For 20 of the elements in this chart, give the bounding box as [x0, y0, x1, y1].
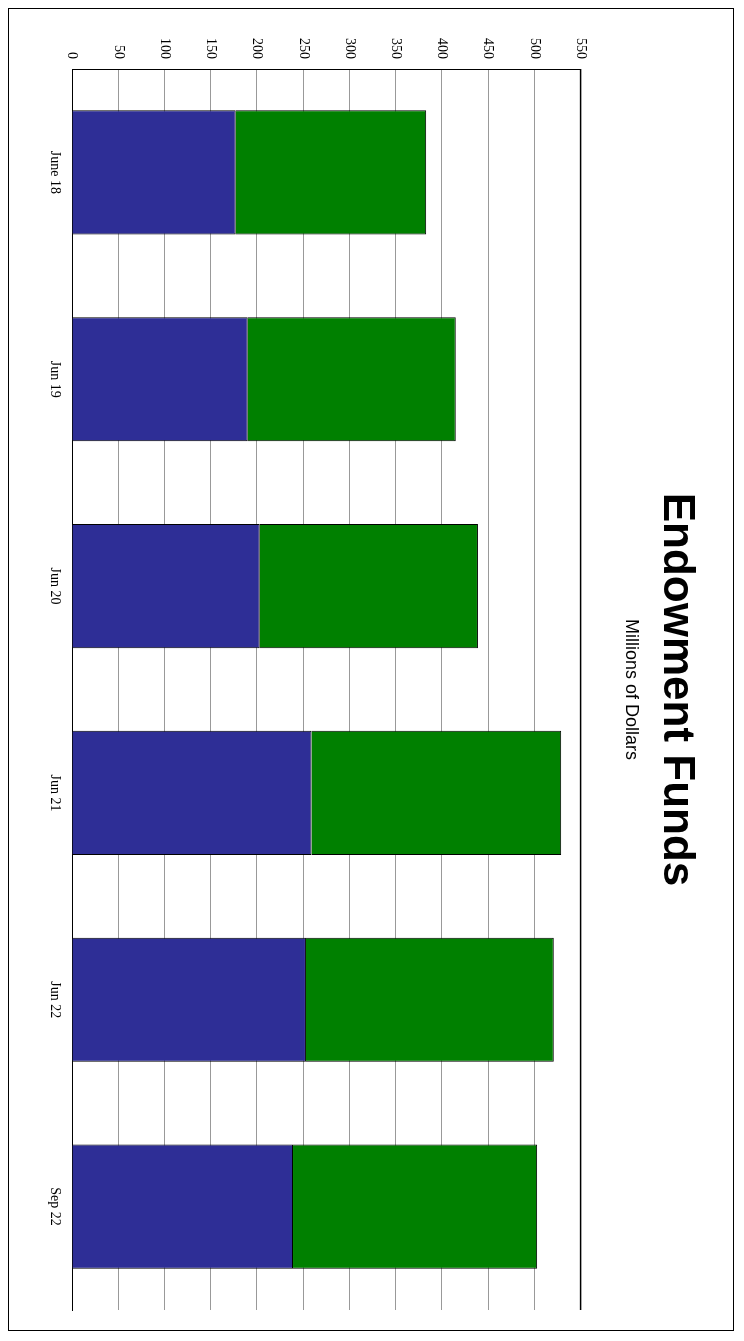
- y-tick-label: Jun 20: [48, 567, 64, 605]
- y-tick-label: June 18: [48, 150, 64, 194]
- y-tick-label: Sep 22: [48, 1187, 64, 1226]
- x-tick-label: 550: [573, 38, 589, 59]
- x-tick-label: 450: [481, 38, 497, 59]
- x-tick-label: 0: [65, 52, 81, 59]
- y-tick-label: Jun 21: [48, 774, 64, 812]
- y-tick-label: Jun 19: [48, 360, 64, 398]
- x-tick-label: 250: [296, 38, 312, 59]
- x-tick-label: 400: [435, 38, 451, 59]
- x-tick-label: 300: [342, 38, 358, 59]
- x-tick-label: 50: [111, 45, 127, 59]
- x-tick-label: 200: [250, 38, 266, 59]
- y-tick-label: Jun 22: [48, 981, 64, 1019]
- text: Millions of Dollars: [622, 618, 643, 761]
- x-tick-label: 100: [157, 38, 173, 59]
- text: Endowment Funds: [655, 492, 705, 887]
- x-tick-label: 350: [388, 38, 404, 59]
- x-tick-label: 150: [204, 38, 220, 59]
- x-tick-label: 500: [527, 38, 543, 59]
